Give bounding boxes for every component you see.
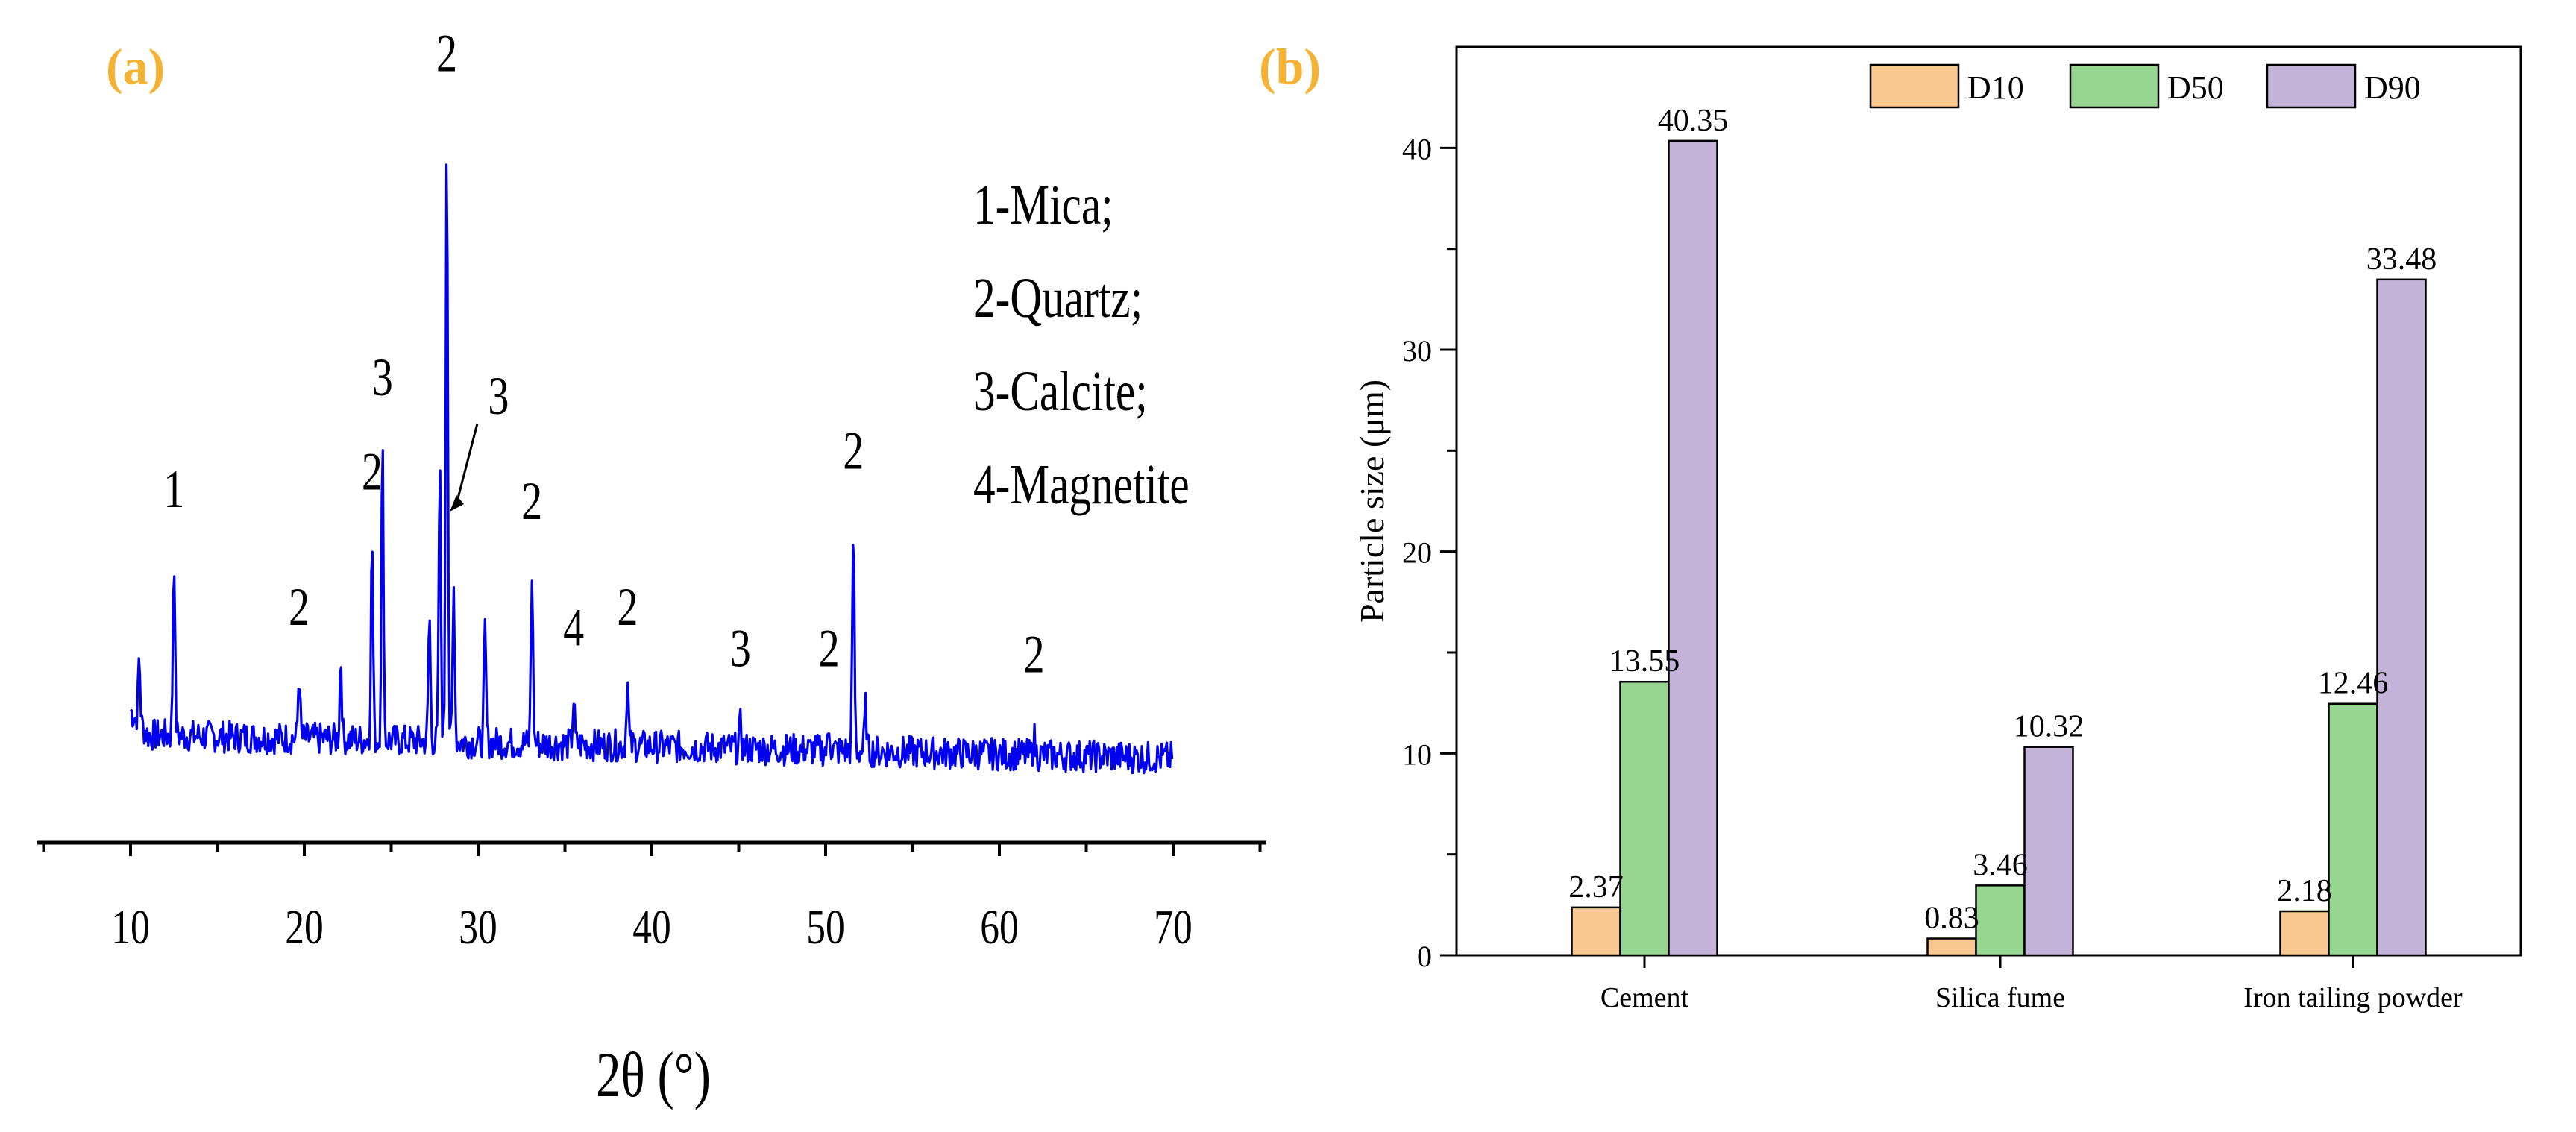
- bar-value-label: 0.83: [1924, 902, 1979, 936]
- legend-label-d90: D90: [2364, 69, 2421, 106]
- bar-value-label: 40.35: [1658, 104, 1729, 138]
- legend-label-d10: D10: [1967, 69, 2024, 106]
- phase-legend: 1-Mica; 2-Quartz; 3-Calcite; 4-Magnetite: [973, 173, 1190, 516]
- bar-value-label: 2.37: [1568, 870, 1624, 905]
- y-axis-ticks-b: 0 10 20 30 40: [1402, 132, 1457, 973]
- x-tick-label-a: 20: [285, 899, 323, 955]
- bar-value-label: 12.46: [2318, 667, 2389, 701]
- legend-entry-a: 2-Quartz;: [973, 266, 1143, 330]
- bar-value-label: 3.46: [1973, 848, 2028, 882]
- y-tick-label-b: 10: [1402, 738, 1432, 771]
- bar-d50: [2328, 702, 2378, 957]
- category-label: Silica fume: [1935, 982, 2065, 1013]
- legend-swatch-d50: [2069, 63, 2160, 109]
- category-label: Cement: [1600, 982, 1689, 1013]
- bar-value-label: 2.18: [2277, 874, 2332, 908]
- x-tick-label-a: 30: [459, 899, 497, 955]
- x-tick-label-a: 60: [980, 899, 1018, 955]
- legend-swatch-d10: [1869, 63, 1960, 109]
- panel-label-b: (b): [1259, 38, 1321, 95]
- peak-annotation: 2: [617, 576, 638, 636]
- peak-annotation: 1: [163, 459, 184, 518]
- legend-swatch-d90: [2266, 63, 2357, 109]
- bar-value-label: 13.55: [1609, 644, 1680, 679]
- x-tick-label-a: 40: [632, 899, 670, 955]
- y-tick-label-b: 0: [1417, 940, 1432, 973]
- xrd-series-line: [130, 163, 1174, 775]
- peak-annotation: 3: [372, 347, 393, 406]
- peak-annotation: 2: [362, 441, 383, 501]
- legend-label-d50: D50: [2167, 69, 2224, 106]
- bar-d50: [1619, 680, 1670, 957]
- y-tick-label-b: 40: [1402, 132, 1432, 166]
- category-label: Iron tailing powder: [2243, 982, 2463, 1013]
- peak-annotation: 2: [521, 471, 542, 530]
- x-axis-ticks-a: [42, 843, 1262, 856]
- peak-annotation: 3: [488, 365, 509, 425]
- y-tick-label-b: 30: [1402, 334, 1432, 368]
- bar-d90: [2023, 746, 2074, 957]
- panel-label-a: (a): [106, 38, 165, 95]
- peak-annotation: 2: [289, 576, 310, 636]
- bar-legend: D10 D50 D90: [1869, 63, 2421, 109]
- bar-value-label: 10.32: [2014, 710, 2085, 744]
- x-tick-label-a: 10: [111, 899, 149, 955]
- bar-value-label: 33.48: [2366, 242, 2437, 277]
- legend-entry-a: 4-Magnetite: [973, 453, 1190, 516]
- peak-annotation: 2: [1024, 624, 1045, 684]
- bar-d10: [1926, 937, 1977, 957]
- y-tick-label-b: 20: [1402, 536, 1432, 570]
- legend-entry-a: 1-Mica;: [973, 173, 1113, 236]
- peak-annotation: 3: [730, 618, 751, 678]
- peak-annotation: 2: [819, 618, 840, 678]
- bars: [1571, 139, 2427, 957]
- bar-d50: [1975, 884, 2026, 957]
- x-tick-label-a: 70: [1154, 899, 1192, 955]
- bar-d90: [1668, 139, 1718, 957]
- bar-value-labels: 2.37 0.83 2.18 13.55 3.46 12.46 40.35 10.32 33.4…: [1568, 104, 2437, 936]
- category-labels: Cement Silica fume Iron tailing powder: [1600, 955, 2463, 1013]
- bar-d90: [2376, 278, 2427, 957]
- bar-d10: [2279, 910, 2330, 957]
- peak-annotation: 4: [563, 597, 584, 657]
- peak-3-arrow: [456, 423, 479, 499]
- y-axis-label-b: Particle size (μm): [1353, 380, 1391, 623]
- peak-annotation: 2: [436, 23, 457, 83]
- x-axis-label-a: 2θ (°): [596, 1039, 711, 1110]
- legend-entry-a: 3-Calcite;: [973, 359, 1148, 423]
- x-tick-labels-a: 10 20 30 40 50 60 70: [111, 899, 1192, 955]
- particle-size-panel: (b) 0 10 20 30 40 2.37 0.83 2.18 13.55 3.46 12.46…: [1259, 38, 2522, 1013]
- bar-d10: [1571, 906, 1621, 957]
- peak-annotation: 2: [843, 421, 864, 480]
- x-tick-label-a: 50: [806, 899, 844, 955]
- peak-3-arrowhead: [450, 495, 464, 512]
